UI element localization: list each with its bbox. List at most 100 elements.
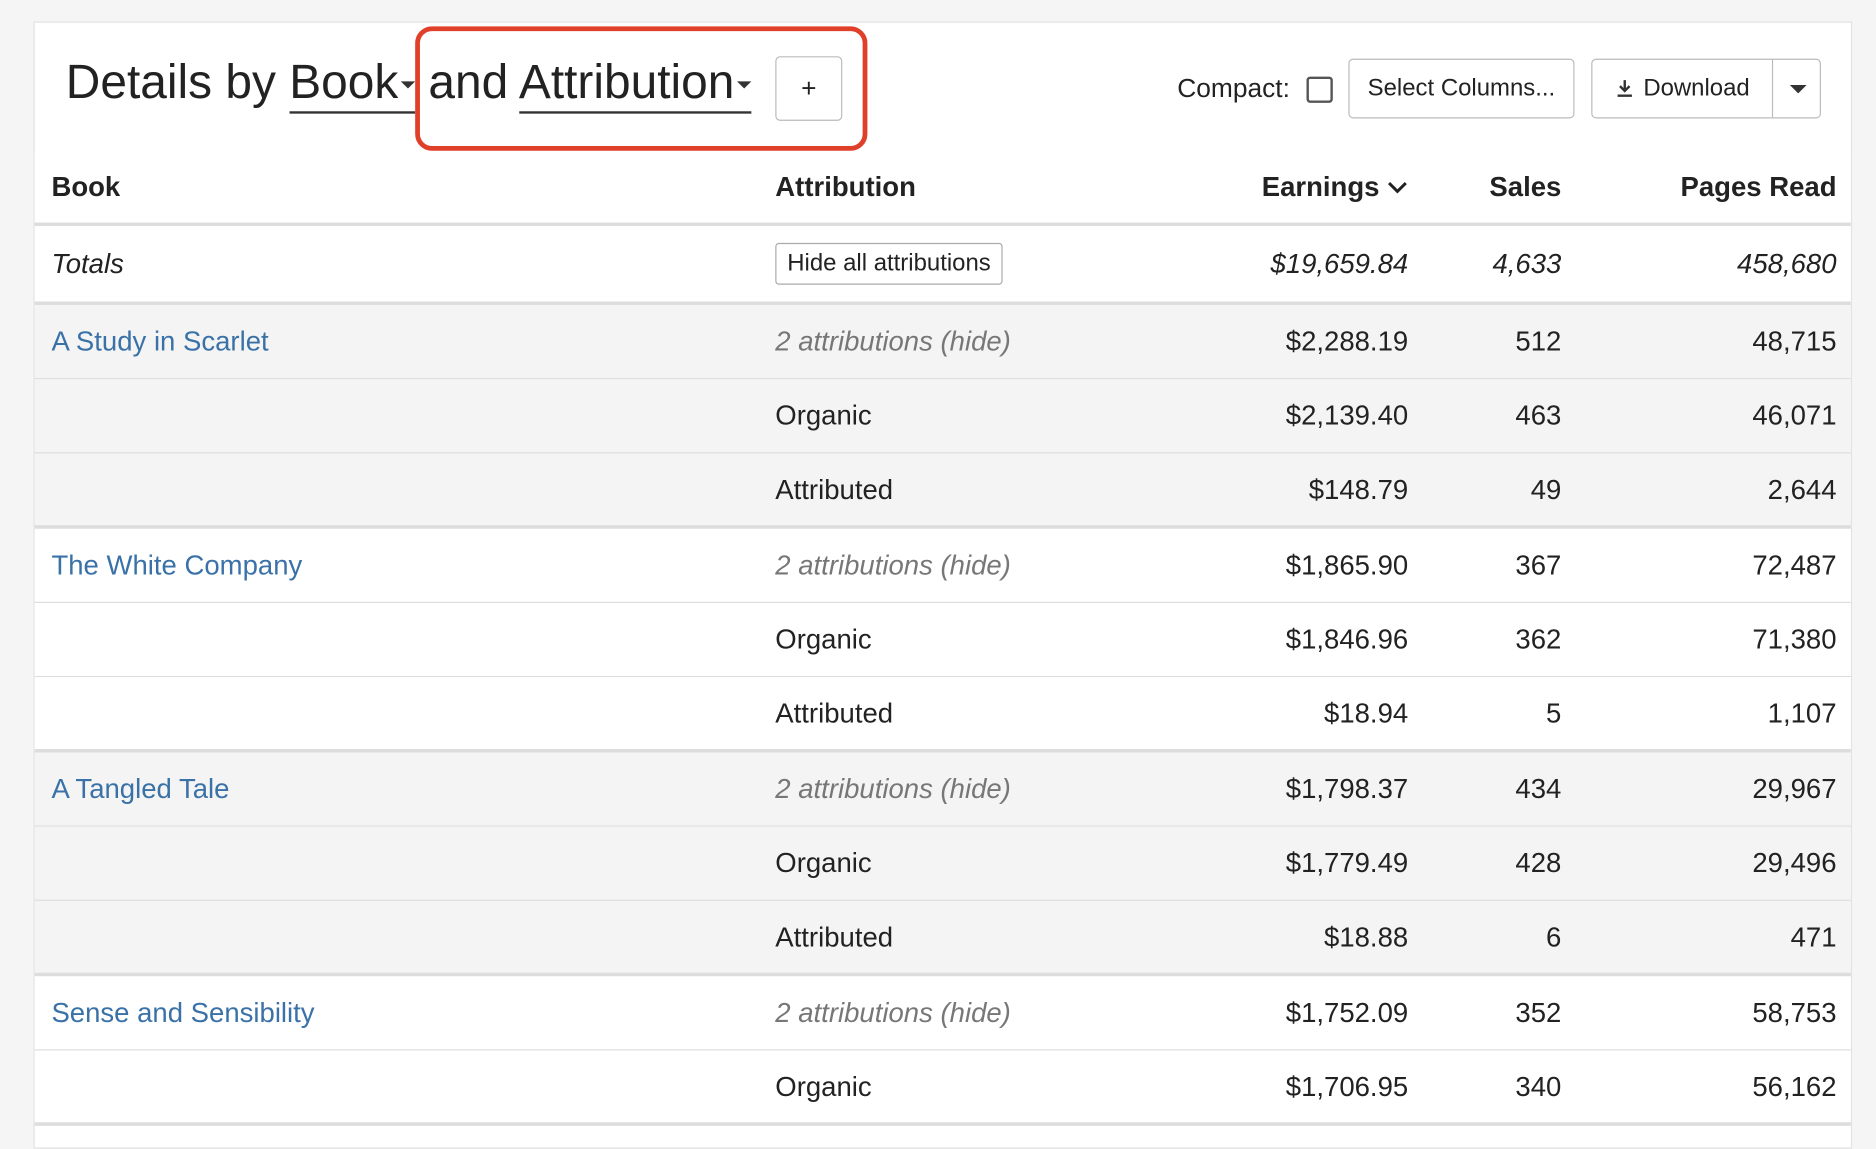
attribution-cell: 2 attributions (hide) bbox=[775, 529, 1011, 602]
pages-read-cell: 29,967 bbox=[1752, 753, 1836, 826]
earnings: $1,798.37 bbox=[1285, 772, 1409, 805]
report-panel: Details by Book and Attribution + Compac… bbox=[33, 21, 1853, 1149]
totals-row: Totals Hide all attributions $19,659.84 4,6… bbox=[34, 226, 1851, 306]
title-text: Details by bbox=[65, 56, 276, 109]
sales: 49 bbox=[1530, 473, 1562, 505]
pages-read-cell: 29,496 bbox=[1752, 827, 1836, 900]
attribution: Organic bbox=[775, 847, 872, 879]
attribution[interactable]: 2 attributions (hide) bbox=[775, 772, 1011, 805]
attribution-cell: Attributed bbox=[775, 901, 893, 973]
sales: 352 bbox=[1515, 996, 1562, 1028]
attribution-cell: Organic bbox=[775, 1050, 871, 1122]
hide-attributions-button[interactable]: Hide all attributions bbox=[775, 242, 1003, 285]
totals-label: Totals bbox=[51, 247, 124, 279]
attribution-cell: Attributed bbox=[775, 453, 893, 525]
book-cell: The White Company bbox=[51, 529, 302, 602]
sales-cell: 352 bbox=[1515, 976, 1561, 1049]
earnings: $2,288.19 bbox=[1285, 325, 1409, 357]
column-header: Sales bbox=[1489, 152, 1561, 223]
dimension-label: Book bbox=[289, 56, 399, 109]
sales: 367 bbox=[1515, 549, 1562, 581]
attribution: Attributed bbox=[775, 696, 894, 729]
column-header-label: Pages Read bbox=[1680, 171, 1837, 203]
book-link[interactable]: Sense and Sensibility bbox=[51, 996, 315, 1028]
download-label: Download bbox=[1643, 74, 1750, 102]
sales-cell: 434 bbox=[1515, 753, 1561, 826]
attribution-row: Organic $1,706.95 340 56,162 bbox=[34, 1050, 1851, 1126]
pages-read: 72,487 bbox=[1752, 549, 1837, 581]
earnings: $18.88 bbox=[1324, 920, 1409, 952]
totals-action-cell: Hide all attributions bbox=[775, 226, 1003, 301]
earnings-cell: $1,846.96 bbox=[1286, 603, 1408, 676]
totals-pages-read-cell: 458,680 bbox=[1737, 226, 1836, 301]
sales: 512 bbox=[1515, 325, 1562, 357]
sales-cell: 340 bbox=[1515, 1050, 1561, 1122]
attribution: Attributed bbox=[775, 920, 894, 952]
attribution: Organic bbox=[775, 399, 872, 431]
download-button[interactable]: Download bbox=[1592, 59, 1774, 118]
book-link[interactable]: A Study in Scarlet bbox=[51, 325, 269, 357]
sales-cell: 428 bbox=[1515, 827, 1561, 900]
attribution-row: Attributed $18.94 5 1,107 bbox=[34, 677, 1851, 753]
attribution[interactable]: 2 attributions (hide) bbox=[775, 549, 1011, 581]
totals-sales-cell: 4,633 bbox=[1492, 226, 1561, 301]
book-row: Sense and Sensibility 2 attributions (hid… bbox=[34, 976, 1851, 1051]
pages-read-cell: 471 bbox=[1791, 901, 1837, 973]
compact-label: Compact: bbox=[1177, 72, 1290, 103]
earnings-cell: $18.94 bbox=[1324, 677, 1408, 749]
earnings: $2,139.40 bbox=[1285, 399, 1409, 431]
compact-checkbox[interactable] bbox=[1306, 76, 1333, 103]
earnings: $1,752.09 bbox=[1285, 996, 1409, 1028]
attribution: Organic bbox=[775, 1070, 872, 1102]
column-header-label: Book bbox=[51, 171, 121, 203]
earnings: $1,706.95 bbox=[1285, 1070, 1409, 1102]
sales-cell: 512 bbox=[1515, 305, 1561, 378]
earnings-cell: $18.88 bbox=[1324, 901, 1408, 973]
select-columns-button[interactable]: Select Columns... bbox=[1348, 58, 1575, 119]
add-dimension-button[interactable]: + bbox=[775, 56, 843, 121]
book-link[interactable]: The White Company bbox=[51, 549, 303, 581]
attribution-row: Attributed $18.88 6 471 bbox=[34, 900, 1851, 977]
pages-read: 46,071 bbox=[1752, 399, 1837, 431]
earnings: $1,779.49 bbox=[1285, 847, 1409, 879]
attribution-cell: Organic bbox=[775, 827, 871, 900]
title-text: and bbox=[428, 56, 509, 109]
pages-read-cell: 2,644 bbox=[1768, 453, 1837, 525]
earnings: $1,865.90 bbox=[1285, 549, 1409, 581]
download-menu[interactable] bbox=[1773, 84, 1820, 93]
earnings-cell: $1,706.95 bbox=[1286, 1050, 1408, 1122]
pages-read: 29,496 bbox=[1752, 847, 1837, 879]
earnings-cell: $2,288.19 bbox=[1286, 305, 1408, 378]
attribution[interactable]: 2 attributions (hide) bbox=[775, 996, 1011, 1028]
dimension-select[interactable]: Book bbox=[289, 56, 416, 114]
sales: 463 bbox=[1515, 399, 1562, 431]
pages-read-cell: 1,107 bbox=[1768, 677, 1837, 749]
pages-read: 48,715 bbox=[1752, 325, 1837, 357]
header-row: Book Attribution Earnings Sales Pages Read bbox=[34, 151, 1851, 227]
dimension-select[interactable]: Attribution bbox=[518, 56, 752, 114]
pages-read-cell: 56,162 bbox=[1752, 1050, 1836, 1122]
totals-sales: 4,633 bbox=[1492, 247, 1562, 279]
earnings-cell: $2,139.40 bbox=[1286, 379, 1408, 452]
title: Details by Book and Attribution bbox=[65, 56, 752, 114]
column-header-label: Attribution bbox=[775, 171, 916, 203]
book-row: The White Company 2 attributions (hide) $1… bbox=[34, 528, 1851, 604]
book-cell: A Tangled Tale bbox=[51, 753, 229, 826]
earnings-cell: $148.79 bbox=[1309, 453, 1408, 525]
sales: 6 bbox=[1546, 920, 1562, 952]
attribution-cell: 2 attributions (hide) bbox=[775, 753, 1011, 826]
attribution-cell: Attributed bbox=[775, 677, 893, 749]
totals-earnings-cell: $19,659.84 bbox=[1270, 226, 1408, 301]
pages-read: 471 bbox=[1790, 920, 1837, 952]
pages-read-cell: 48,715 bbox=[1752, 305, 1836, 378]
attribution-row: Organic $2,139.40 463 46,071 bbox=[34, 379, 1851, 454]
sales: 340 bbox=[1515, 1070, 1562, 1102]
attribution: Organic bbox=[775, 623, 872, 655]
attribution[interactable]: 2 attributions (hide) bbox=[775, 325, 1011, 357]
pages-read-cell: 71,380 bbox=[1752, 603, 1836, 676]
column-header-label[interactable]: Earnings bbox=[1261, 171, 1380, 203]
pages-read-cell: 46,071 bbox=[1752, 379, 1836, 452]
book-link[interactable]: A Tangled Tale bbox=[51, 772, 230, 805]
